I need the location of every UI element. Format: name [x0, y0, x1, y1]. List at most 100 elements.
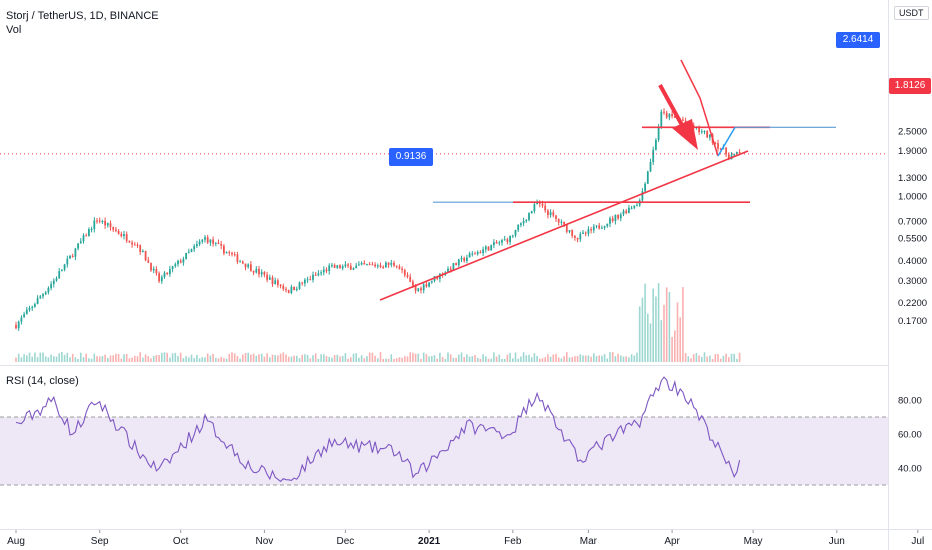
volume-bar: [53, 356, 55, 362]
volume-bar: [363, 358, 366, 362]
candle-body: [717, 143, 719, 149]
candle-body: [182, 259, 185, 263]
price-tick-label: 0.4000: [898, 256, 927, 267]
candle-body: [212, 239, 214, 244]
candle-body: [185, 252, 187, 260]
candle-body: [385, 262, 387, 268]
candle-body: [333, 264, 336, 268]
candle-body: [498, 242, 501, 244]
volume-bar: [209, 355, 212, 362]
volume-bar: [379, 352, 382, 362]
volume-bar: [509, 352, 511, 362]
volume-bar: [204, 357, 206, 362]
candle-body: [568, 230, 571, 232]
candle-body: [31, 306, 34, 308]
candle-body: [98, 220, 101, 222]
candle-body: [598, 225, 601, 229]
volume-bar: [85, 353, 87, 362]
candle-body: [376, 265, 379, 267]
volume-bar: [730, 353, 733, 362]
volume-bar: [487, 358, 490, 362]
candle-body: [422, 284, 425, 291]
volume-bar: [198, 358, 201, 362]
volume-bar: [436, 358, 438, 362]
volume-bar: [188, 357, 190, 362]
volume-bar: [244, 352, 247, 362]
volume-bar: [722, 355, 725, 362]
candle-body: [171, 266, 174, 270]
volume-bar: [701, 356, 703, 362]
volume-bar: [366, 356, 368, 362]
volume-bar: [371, 352, 374, 362]
candle-body: [36, 298, 39, 305]
candle-body: [547, 210, 549, 216]
volume-bar: [134, 355, 136, 362]
volume-bar: [42, 352, 44, 362]
candle-body: [290, 286, 293, 293]
volume-bar: [439, 352, 441, 362]
price-tick-label: 1.0000: [898, 191, 927, 202]
level-price-badge: 0.9136: [389, 148, 433, 166]
candle-body: [109, 223, 112, 228]
volume-bar: [560, 358, 563, 362]
candle-body: [565, 224, 568, 232]
candle-body: [74, 248, 77, 257]
time-tick-label: Jun: [829, 536, 845, 547]
candle-body: [23, 314, 25, 318]
volume-bar: [622, 356, 625, 362]
volume-bar: [498, 354, 501, 362]
time-tick-label: Apr: [664, 536, 680, 547]
volume-bar: [420, 358, 422, 362]
candle-body: [368, 264, 371, 266]
volume-bar: [344, 353, 347, 362]
volume-bar: [530, 357, 533, 362]
volume-bar: [231, 352, 233, 362]
volume-bar: [328, 356, 330, 362]
volume-bar: [36, 357, 39, 362]
volume-bar: [312, 355, 314, 362]
rsi-tick-label: 80.00: [898, 396, 922, 407]
candle-body: [198, 241, 201, 245]
candle-body: [576, 237, 579, 240]
candle-body: [592, 226, 595, 231]
candle-body: [339, 265, 341, 269]
candle-body: [115, 229, 117, 231]
volume-bar: [638, 306, 641, 362]
candle-body: [266, 274, 268, 280]
volume-bar: [236, 355, 239, 362]
candle-body: [657, 126, 660, 140]
candle-body: [196, 244, 198, 247]
volume-bar: [641, 297, 644, 362]
candle-body: [617, 214, 619, 219]
candle-body: [287, 290, 290, 293]
volume-bar: [541, 358, 544, 362]
candle-body: [255, 268, 258, 273]
candle-body: [533, 204, 536, 212]
currency-label[interactable]: USDT: [894, 6, 929, 20]
price-tick-label: 0.7000: [898, 216, 927, 227]
volume-bar: [520, 356, 522, 362]
candle-body: [403, 270, 406, 276]
price-tick-label: 2.5000: [898, 127, 927, 138]
candle-body: [50, 284, 52, 289]
candle-body: [279, 284, 282, 286]
volume-bar: [587, 355, 590, 362]
candle-body: [214, 242, 217, 244]
price-tick-label: 0.3000: [898, 276, 927, 287]
candle-body: [69, 255, 71, 259]
candle-body: [552, 212, 555, 216]
candle-body: [293, 286, 295, 291]
candle-body: [220, 243, 223, 246]
volume-bar: [557, 357, 560, 362]
candle-body: [314, 274, 317, 276]
volume-bar: [263, 356, 266, 362]
volume-bar: [71, 353, 74, 362]
candle-body: [25, 309, 28, 315]
volume-bar: [485, 356, 487, 362]
candle-body: [28, 307, 31, 310]
candle-body: [663, 111, 665, 113]
candle-body: [425, 284, 428, 287]
candle-body: [366, 264, 368, 266]
candle-body: [700, 131, 703, 133]
